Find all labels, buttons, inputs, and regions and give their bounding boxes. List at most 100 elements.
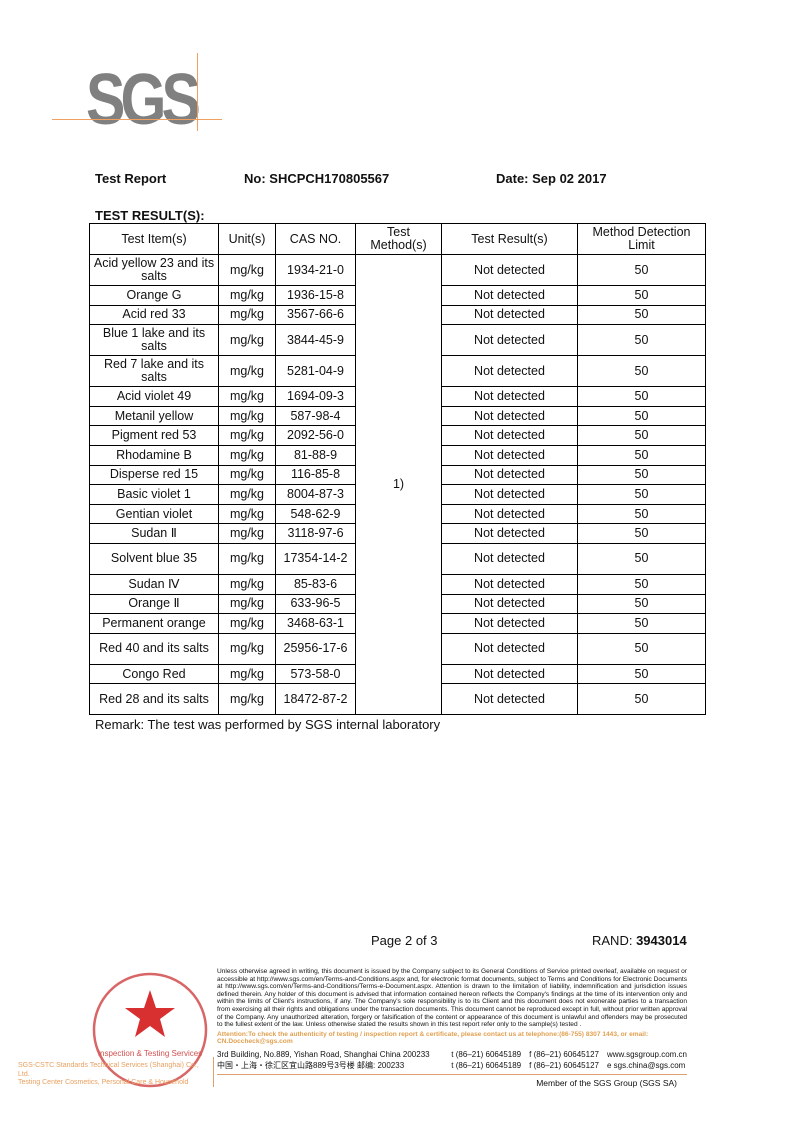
cell-test-item: Gentian violet: [89, 503, 219, 525]
cell-cas: 17354-14-2: [275, 542, 356, 575]
cell-test-item: Acid red 33: [89, 304, 219, 326]
cell-result: Not detected: [441, 613, 578, 634]
cell-cas: 633-96-5: [275, 593, 356, 615]
cell-result: Not detected: [441, 464, 578, 486]
cell-cas: 3844-45-9: [275, 324, 356, 357]
cell-cas: 3118-97-6: [275, 523, 356, 544]
cell-result: Not detected: [441, 386, 578, 407]
cell-mdl: 50: [577, 425, 706, 446]
email-link[interactable]: e sgs.china@sgs.com: [606, 1061, 686, 1071]
cell-unit: mg/kg: [218, 503, 276, 525]
sgs-logo: SGS: [86, 60, 201, 140]
table-row: Red 28 and its salts mg/kg 18472-87-2 Not d…: [89, 683, 706, 716]
rand-code: RAND: 3943014: [592, 933, 687, 948]
cell-mdl: 50: [577, 254, 706, 286]
cell-unit: mg/kg: [218, 386, 276, 407]
cell-result: Not detected: [441, 593, 578, 615]
footer-divider-vertical: [213, 1057, 214, 1087]
legal-disclaimer: Unless otherwise agreed in writing, this…: [217, 968, 687, 1029]
cell-unit: mg/kg: [218, 304, 276, 326]
cell-mdl: 50: [577, 324, 706, 357]
report-date: Date: Sep 02 2017: [496, 171, 607, 186]
cell-mdl: 50: [577, 523, 706, 544]
cell-cas: 85-83-6: [275, 573, 356, 595]
cell-test-item: Sudan Ⅳ: [89, 573, 219, 595]
results-table: Test Item(s) Unit(s) CAS NO. Test Method…: [89, 223, 706, 716]
cell-method: 1): [355, 253, 442, 716]
table-row: Acid yellow 23 and its salts mg/kg 1934-21…: [89, 253, 706, 716]
address-en: 3rd Building, No.889, Yishan Road, Shang…: [217, 1049, 430, 1059]
cell-test-item: Acid violet 49: [89, 386, 219, 407]
table-row: Acid violet 49 mg/kg 1694-09-3 Not detected…: [89, 386, 706, 407]
cell-result: Not detected: [441, 425, 578, 446]
cell-result: Not detected: [441, 663, 578, 685]
cell-result: Not detected: [441, 254, 578, 286]
cell-test-item: Disperse red 15: [89, 464, 219, 486]
cell-mdl: 50: [577, 464, 706, 486]
cell-test-item: Solvent blue 35: [89, 542, 219, 575]
telephone: t (86–21) 60645189: [451, 1049, 522, 1059]
cell-result: Not detected: [441, 304, 578, 326]
cell-cas: 116-85-8: [275, 464, 356, 486]
remark: Remark: The test was performed by SGS in…: [95, 717, 441, 732]
cell-unit: mg/kg: [218, 632, 276, 665]
cell-test-item: Red 7 lake and its salts: [89, 355, 219, 388]
page-number: Page 2 of 3: [371, 933, 438, 948]
table-row: Blue 1 lake and its salts mg/kg 3844-45-9 N…: [89, 324, 706, 357]
col-test-item: Test Item(s): [89, 223, 219, 255]
cell-cas: 1936-15-8: [275, 285, 356, 306]
cell-cas: 587-98-4: [275, 405, 356, 427]
footer-divider: [217, 1073, 687, 1075]
cell-unit: mg/kg: [218, 355, 276, 388]
cell-mdl: 50: [577, 285, 706, 306]
telephone-2: t (86–21) 60645189: [451, 1061, 522, 1071]
cell-unit: mg/kg: [218, 613, 276, 634]
col-mdl: Method Detection Limit: [577, 223, 706, 255]
table-row: Red 40 and its salts mg/kg 25956-17-6 Not d…: [89, 632, 706, 665]
contact-grid: 3rd Building, No.889, Yishan Road, Shang…: [217, 1050, 687, 1071]
cell-unit: mg/kg: [218, 464, 276, 486]
cell-unit: mg/kg: [218, 593, 276, 615]
cell-mdl: 50: [577, 444, 706, 466]
rand-label: RAND:: [592, 933, 637, 948]
col-method: Test Method(s): [355, 223, 442, 255]
cell-test-item: Pigment red 53: [89, 425, 219, 446]
table-row: Permanent orange mg/kg 3468-63-1 Not detect…: [89, 613, 706, 634]
cell-cas: 81-88-9: [275, 444, 356, 466]
cell-mdl: 50: [577, 503, 706, 525]
cell-result: Not detected: [441, 324, 578, 357]
cell-cas: 573-58-0: [275, 663, 356, 685]
company-seal-stamp: Inspection & Testing Services: [92, 972, 208, 1088]
section-title: TEST RESULT(S):: [95, 208, 205, 223]
address-cn: 中国・上海・徐汇区宜山路889号3号楼 邮编: 200233: [217, 1061, 405, 1071]
cell-cas: 1934-21-0: [275, 254, 356, 286]
cell-test-item: Orange G: [89, 285, 219, 306]
cell-result: Not detected: [441, 632, 578, 665]
cell-mdl: 50: [577, 593, 706, 615]
logo-rule: [52, 119, 222, 120]
footer: Unless otherwise agreed in writing, this…: [217, 968, 687, 1088]
cell-cas: 3468-63-1: [275, 613, 356, 634]
cell-mdl: 50: [577, 683, 706, 716]
cell-mdl: 50: [577, 304, 706, 326]
cell-unit: mg/kg: [218, 683, 276, 716]
cell-test-item: Red 40 and its salts: [89, 632, 219, 665]
authenticity-notice: Attention:To check the authenticity of t…: [217, 1030, 649, 1046]
report-label: Test Report: [95, 171, 167, 186]
cell-result: Not detected: [441, 285, 578, 306]
cell-test-item: Metanil yellow: [89, 405, 219, 427]
website-link[interactable]: www.sgsgroup.com.cn: [606, 1049, 687, 1059]
cell-unit: mg/kg: [218, 663, 276, 685]
cell-test-item: Acid yellow 23 and its salts: [89, 254, 219, 286]
logo-rule-vertical: [197, 53, 198, 131]
table-row: Disperse red 15 mg/kg 116-85-8 Not detected…: [89, 464, 706, 486]
cell-cas: 548-62-9: [275, 503, 356, 525]
cell-result: Not detected: [441, 573, 578, 595]
cell-result: Not detected: [441, 444, 578, 466]
table-row: Pigment red 53 mg/kg 2092-56-0 Not detected…: [89, 425, 706, 446]
cell-result: Not detected: [441, 484, 578, 505]
lab-name-division: Testing Center Cosmetics, Personal Care …: [18, 1079, 189, 1086]
